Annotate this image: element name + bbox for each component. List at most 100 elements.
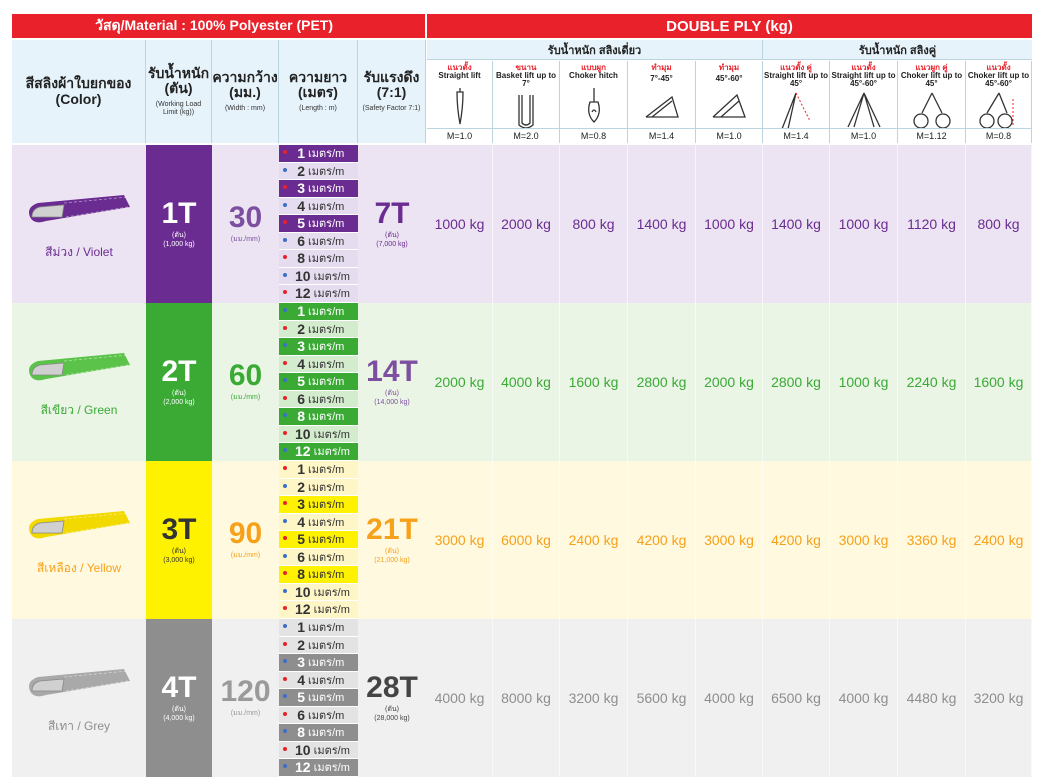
length-unit: เมตร/m: [308, 709, 345, 722]
wll-value: 4T: [161, 671, 197, 705]
width-value: 60: [228, 359, 263, 393]
length-unit: เมตร/m: [308, 639, 345, 652]
lift-method-th: แบบผูก: [581, 63, 606, 72]
color-cell: สีเหลือง / Yellow: [12, 461, 146, 619]
length-number: 1: [297, 303, 305, 320]
lift-method-header: แนวตั้ง Straight lift: [427, 61, 493, 128]
length-unit: เมตร/m: [308, 183, 345, 196]
wll-sub: (ตัน) (2,000 kg): [163, 390, 195, 406]
length-number: 4: [297, 355, 305, 372]
length-number: 4: [297, 671, 305, 688]
bullet-icon: [283, 588, 287, 593]
sf-header-sub: (Safety Factor 7:1): [362, 104, 421, 112]
width-sub: (มม./mm): [230, 394, 261, 402]
length-number: 2: [297, 478, 305, 495]
length-option: 6 เมตร/m: [279, 706, 358, 724]
load-value: 4200 kg: [763, 461, 830, 619]
lift-method-angle: 45°-60°: [715, 74, 743, 83]
bullet-icon: [283, 466, 287, 470]
material-header: วัสดุ/Material : 100% Polyester (PET): [12, 14, 425, 38]
sf-column-header: รับแรงดึง (7:1) (Safety Factor 7:1): [358, 40, 426, 143]
length-option: 6 เมตร/m: [279, 232, 358, 250]
length-number: 8: [297, 566, 305, 583]
length-option: 4 เมตร/m: [279, 671, 358, 689]
length-option: 6 เมตร/m: [279, 390, 358, 408]
length-number: 1: [297, 619, 305, 636]
load-value: 5600 kg: [628, 619, 696, 777]
load-value: 1000 kg: [696, 145, 763, 303]
length-option: 5 เมตร/m: [279, 531, 358, 549]
bullet-icon: [283, 641, 287, 646]
width-sub: (มม./mm): [230, 552, 261, 560]
length-option: 1 เมตร/m: [279, 461, 358, 479]
lift-method-en: Choker lift up to 45°: [900, 71, 963, 88]
sf-value: 21T: [366, 513, 418, 547]
length-number: 5: [297, 215, 305, 232]
wll-header-sub: (Working Load Limit (kg)): [155, 100, 202, 116]
length-number: 3: [297, 654, 305, 671]
length-option: 5 เมตร/m: [279, 689, 358, 707]
load-value: 2000 kg: [427, 303, 493, 461]
length-option: 10 เมตร/m: [279, 583, 358, 601]
length-number: 8: [297, 408, 305, 425]
bullet-icon: [283, 676, 287, 681]
load-value: 6500 kg: [763, 619, 830, 777]
color-name: สีเขียว / Green: [40, 402, 118, 417]
bullet-icon: [283, 167, 287, 172]
length-option: 8 เมตร/m: [279, 408, 358, 426]
sling-image: [29, 352, 130, 380]
wll-value: 3T: [161, 513, 197, 547]
load-value: 4200 kg: [628, 461, 696, 619]
lift-method-header: แนวตั้ง Choker lift up to 45°-60°: [966, 61, 1032, 131]
bullet-icon: [283, 536, 287, 540]
bullet-icon: [283, 448, 287, 452]
load-value: 1600 kg: [560, 303, 628, 461]
load-value: 800 kg: [966, 145, 1032, 303]
length-list: 1 เมตร/m 2 เมตร/m 3 เมตร/m 4 เมตร/m 5 เม…: [279, 145, 358, 303]
bullet-icon: [283, 272, 287, 277]
color-cell: สีม่วง / Violet: [12, 145, 146, 303]
width-value: 90: [228, 517, 263, 551]
length-option: 2 เมตร/m: [279, 478, 358, 496]
double-ply-header: DOUBLE PLY (kg): [427, 14, 1032, 38]
sling-image: [29, 194, 130, 222]
lift-method-en: Straight lift up to 45°: [764, 71, 828, 88]
length-unit: เมตร/m: [308, 499, 345, 512]
color-header-en: (Color): [55, 90, 102, 107]
length-number: 3: [297, 496, 305, 513]
product-row: สีเหลือง / Yellow 3T (ตัน) (3,000 kg) 90 …: [12, 461, 1032, 619]
length-number: 3: [297, 338, 305, 355]
lift-method-en: Choker lift up to 45°-60°: [967, 71, 1030, 88]
sf-value: 14T: [366, 355, 418, 389]
product-row: สีเทา / Grey 4T (ตัน) (4,000 kg) 120 (มม.…: [12, 619, 1032, 777]
length-unit: เมตร/m: [308, 411, 345, 424]
bullet-icon: [283, 220, 287, 224]
lift-method-en: Straight lift: [438, 71, 481, 80]
length-option: 8 เมตร/m: [279, 250, 358, 268]
length-number: 10: [295, 583, 311, 600]
length-header-th: ความยาว: [288, 68, 348, 85]
length-option: 1 เมตร/m: [279, 303, 358, 321]
length-unit: เมตร/m: [308, 235, 345, 248]
length-option: 2 เมตร/m: [279, 162, 358, 180]
bullet-icon: [283, 746, 287, 751]
load-value: 1400 kg: [628, 145, 696, 303]
length-option: 12 เมตร/m: [279, 601, 358, 619]
load-factor: M=1.0: [830, 128, 898, 143]
length-option: 8 เมตร/m: [279, 724, 358, 742]
width-cell: 30 (มม./mm): [212, 145, 279, 303]
length-unit: เมตร/m: [308, 376, 345, 389]
angle-7-45-icon: [642, 83, 682, 128]
sf-sub: (ตัน) (7,000 kg): [376, 232, 408, 248]
length-unit: เมตร/m: [308, 148, 345, 161]
load-value: 2800 kg: [628, 303, 696, 461]
length-unit: เมตร/m: [308, 323, 345, 336]
length-option: 10 เมตร/m: [279, 741, 358, 759]
double-choker-45-60-icon: [978, 91, 1019, 131]
sf-sub: (ตัน) (21,000 kg): [374, 548, 410, 564]
length-header-sub: (Length : m): [299, 104, 337, 112]
load-value: 4000 kg: [696, 619, 763, 777]
sf-sub: (ตัน) (28,000 kg): [374, 706, 410, 722]
length-unit: เมตร/m: [308, 534, 345, 547]
lift-method-th: ทำมุม: [718, 63, 740, 72]
